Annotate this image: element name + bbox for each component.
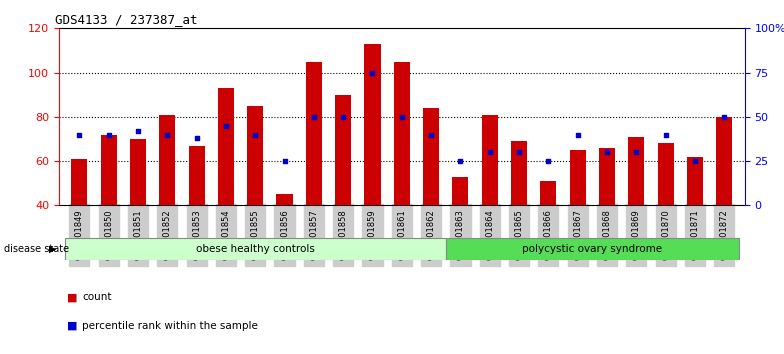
Bar bbox=[540, 181, 557, 205]
Bar bbox=[452, 177, 469, 205]
Point bbox=[601, 149, 613, 155]
Bar bbox=[306, 62, 322, 205]
Bar bbox=[511, 141, 527, 205]
Point bbox=[572, 132, 584, 137]
Text: ■: ■ bbox=[67, 292, 77, 302]
Bar bbox=[64, 238, 446, 260]
Bar bbox=[446, 238, 739, 260]
Bar bbox=[188, 145, 205, 205]
Point bbox=[278, 158, 291, 164]
Point bbox=[659, 132, 672, 137]
Bar bbox=[365, 44, 380, 205]
Bar bbox=[717, 117, 732, 205]
Point bbox=[73, 132, 85, 137]
Bar bbox=[100, 135, 117, 205]
Bar bbox=[599, 148, 615, 205]
Point bbox=[630, 149, 643, 155]
Point bbox=[542, 158, 554, 164]
Bar bbox=[658, 143, 673, 205]
Text: disease state: disease state bbox=[4, 244, 69, 254]
Point bbox=[513, 149, 525, 155]
Point bbox=[395, 114, 408, 120]
Point bbox=[337, 114, 350, 120]
Point bbox=[191, 135, 203, 141]
Point bbox=[161, 132, 173, 137]
Point bbox=[425, 132, 437, 137]
Point bbox=[103, 132, 115, 137]
Bar bbox=[218, 88, 234, 205]
Point bbox=[688, 158, 701, 164]
Point bbox=[307, 114, 320, 120]
Text: count: count bbox=[82, 292, 112, 302]
Bar bbox=[335, 95, 351, 205]
Point bbox=[132, 128, 144, 134]
Bar bbox=[687, 156, 703, 205]
Point bbox=[249, 132, 262, 137]
Point bbox=[454, 158, 466, 164]
Bar bbox=[423, 108, 439, 205]
Point bbox=[484, 149, 496, 155]
Bar bbox=[628, 137, 644, 205]
Bar bbox=[130, 139, 146, 205]
Bar bbox=[71, 159, 87, 205]
Text: GDS4133 / 237387_at: GDS4133 / 237387_at bbox=[56, 13, 198, 26]
Point bbox=[366, 70, 379, 75]
Point bbox=[220, 123, 232, 129]
Text: percentile rank within the sample: percentile rank within the sample bbox=[82, 321, 258, 331]
Bar bbox=[394, 62, 410, 205]
Text: ▶: ▶ bbox=[49, 244, 56, 254]
Bar bbox=[481, 115, 498, 205]
Bar bbox=[570, 150, 586, 205]
Text: polycystic ovary syndrome: polycystic ovary syndrome bbox=[522, 244, 662, 254]
Bar bbox=[159, 115, 176, 205]
Text: obese healthy controls: obese healthy controls bbox=[196, 244, 314, 254]
Bar bbox=[277, 194, 292, 205]
Bar bbox=[247, 106, 263, 205]
Text: ■: ■ bbox=[67, 321, 77, 331]
Point bbox=[718, 114, 731, 120]
